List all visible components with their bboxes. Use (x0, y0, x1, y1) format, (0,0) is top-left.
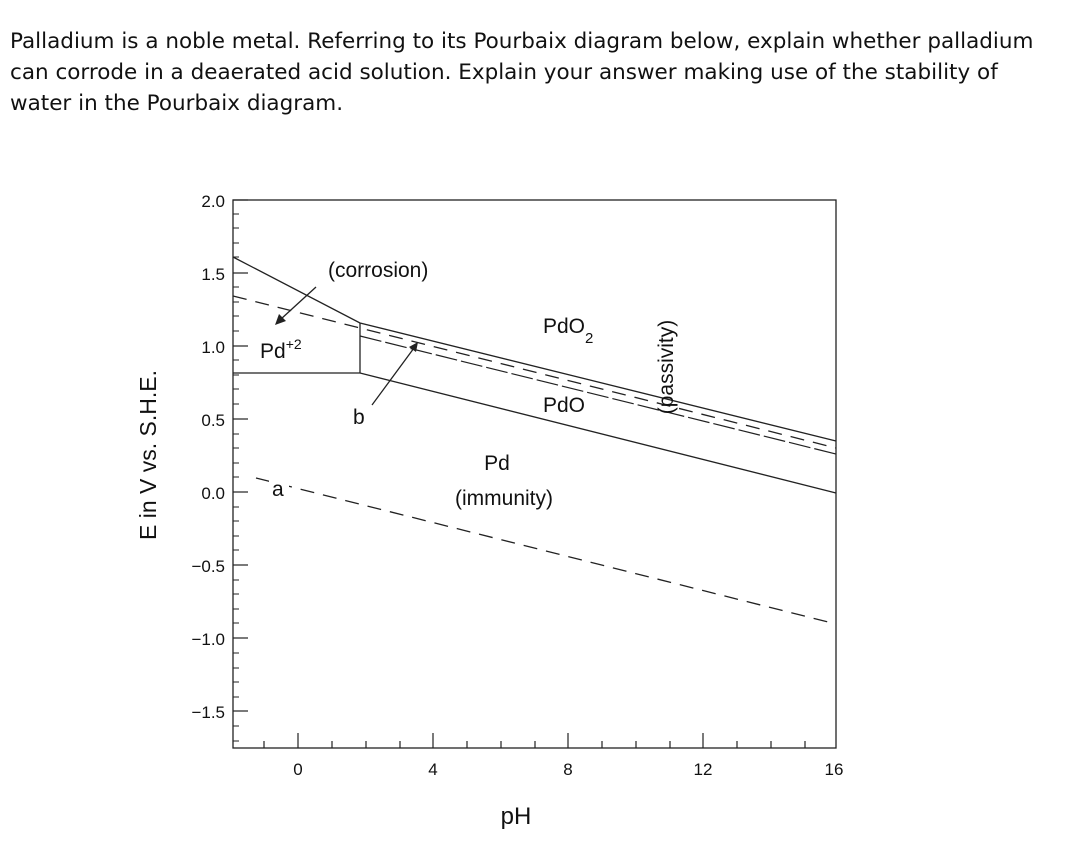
pd-pdo-boundary (233, 372, 837, 494)
x-ticks (263, 733, 806, 748)
x-tick-label: 12 (694, 760, 713, 779)
water-line-b (232, 295, 837, 449)
y-tick-label: 0.0 (201, 484, 225, 503)
passivity-label: (passivity) (655, 320, 678, 415)
pdo-label: PdO (543, 394, 585, 417)
y-minor-ticks (233, 213, 239, 742)
pdo2-label: PdO2 (543, 315, 593, 347)
y-axis-title: E in V vs. S.H.E. (135, 370, 161, 540)
pd2-label: Pd+2 (260, 336, 302, 363)
pd2-label-base: Pd (260, 340, 286, 363)
x-tick-label: 16 (825, 760, 844, 779)
pdo2-upper-boundary (232, 256, 837, 442)
y-major-ticks (233, 199, 248, 712)
y-tick-label: −0.5 (191, 557, 225, 576)
pd-label: Pd (484, 452, 510, 475)
y-tick-label: −1.5 (191, 703, 225, 722)
corrosion-arrow-head (275, 314, 286, 325)
y-tick-label: 2.0 (201, 192, 225, 211)
pdo2-label-subscript: 2 (585, 330, 593, 347)
x-tick-label: 4 (428, 760, 437, 779)
pdo-pdo2-boundary (359, 335, 837, 455)
x-axis-title: pH (501, 803, 532, 830)
line-b-arrow-head (409, 342, 418, 352)
x-tick-label: 0 (293, 760, 302, 779)
pd2-label-charge: +2 (286, 336, 302, 352)
corrosion-label: (corrosion) (328, 259, 428, 282)
line-b-arrow (371, 347, 415, 406)
corrosion-arrow (280, 286, 317, 320)
y-tick-label: −1.0 (191, 630, 225, 649)
y-tick-label: 1.5 (201, 265, 225, 284)
line-b-label: b (353, 406, 365, 429)
plot-frame (232, 199, 837, 749)
line-a-label: a (272, 478, 284, 501)
x-tick-label: 8 (563, 760, 572, 779)
pdo2-label-base: PdO (543, 315, 585, 338)
y-tick-label: 0.5 (201, 411, 225, 430)
immunity-label: (immunity) (455, 487, 553, 510)
y-tick-label: 1.0 (201, 338, 225, 357)
question-text: Palladium is a noble metal. Referring to… (10, 29, 1034, 116)
label-a-bg (269, 478, 289, 498)
water-line-a (255, 477, 837, 625)
